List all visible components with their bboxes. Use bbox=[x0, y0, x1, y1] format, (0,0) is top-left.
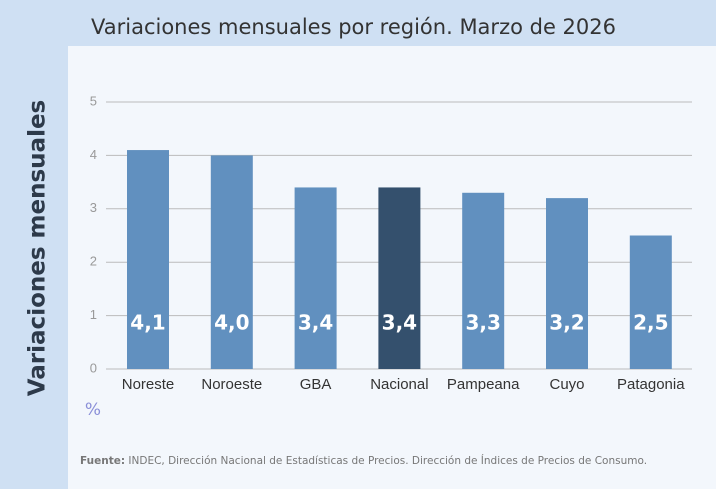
value-label: 3,3 bbox=[465, 311, 500, 335]
y-tick-label: 1 bbox=[90, 307, 97, 322]
value-label: 3,2 bbox=[549, 311, 584, 335]
x-tick-label: Cuyo bbox=[549, 376, 584, 393]
y-axis-label: Variaciones mensuales bbox=[25, 100, 51, 397]
bar bbox=[546, 198, 588, 369]
value-label: 4,0 bbox=[214, 311, 249, 335]
x-tick-label: Patagonia bbox=[617, 376, 685, 393]
source-text: INDEC, Dirección Nacional de Estadística… bbox=[128, 454, 647, 467]
value-label: 2,5 bbox=[633, 311, 668, 335]
source-label: Fuente: bbox=[80, 455, 125, 467]
y-tick-label: 2 bbox=[90, 254, 97, 269]
x-tick-label: GBA bbox=[300, 376, 332, 393]
value-label: 3,4 bbox=[382, 311, 417, 335]
y-tick-label: 4 bbox=[90, 147, 97, 162]
y-tick-label: 3 bbox=[90, 200, 97, 215]
x-tick-label: Nacional bbox=[370, 376, 428, 393]
source: Fuente: INDEC, Dirección Nacional de Est… bbox=[80, 454, 647, 467]
x-tick-label: Pampeana bbox=[447, 376, 520, 393]
value-label: 3,4 bbox=[298, 311, 333, 335]
y-tick-label: 0 bbox=[90, 360, 97, 375]
unit-label: % bbox=[85, 400, 101, 420]
y-tick-label: 5 bbox=[90, 93, 97, 108]
bar bbox=[462, 192, 505, 369]
bar bbox=[294, 187, 337, 369]
x-tick-label: Noroeste bbox=[201, 376, 262, 393]
chart-title: Variaciones mensuales por región. Marzo … bbox=[91, 15, 616, 39]
bar bbox=[210, 155, 253, 369]
x-tick-label: Noreste bbox=[122, 376, 175, 393]
value-label: 4,1 bbox=[130, 311, 165, 335]
bar bbox=[629, 235, 672, 369]
bar bbox=[378, 187, 421, 369]
bar bbox=[127, 150, 169, 369]
